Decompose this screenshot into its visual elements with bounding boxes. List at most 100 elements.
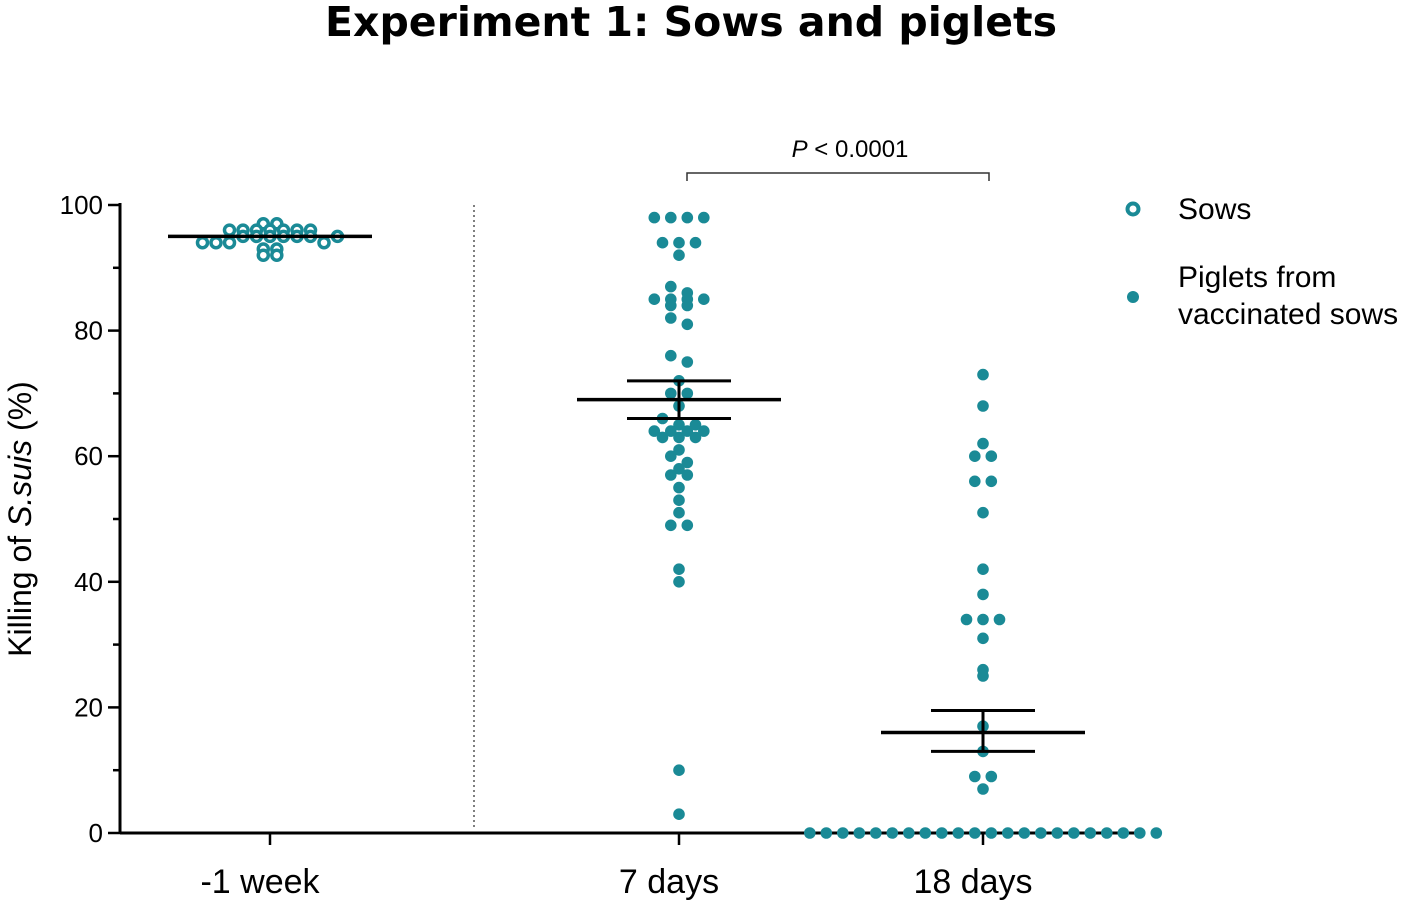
piglet-point [1002,827,1014,839]
sow-point [209,235,223,250]
legend-marker-piglets [1127,291,1139,303]
piglet-point [977,670,989,682]
piglet-point [656,431,669,444]
sow-point [222,223,237,237]
piglet-point [977,613,989,626]
piglet-point [665,387,677,400]
piglet-point [960,613,973,626]
piglet-point [673,444,685,456]
piglet-point [673,431,685,444]
piglet-point [673,463,685,475]
piglet-point [681,387,694,400]
piglet-point [689,236,702,249]
y-axis-label: Killing of S.suis (%) [2,381,38,657]
legend-label-piglets: Piglets from vaccinated sows [1178,261,1398,331]
y-tick-label: 0 [89,818,103,848]
significance-bracket: P < 0.0001 [686,136,990,181]
piglet-point [804,827,816,839]
piglet-point [673,563,685,575]
x-axis-ticks: -1 week 7 days 18 days [200,833,1033,901]
piglet-point [673,481,685,494]
piglet-point [977,632,989,645]
piglet-point [985,827,998,839]
piglet-point [681,456,694,469]
piglet-point [648,293,661,306]
piglet-point [689,419,702,431]
data-points [195,211,1163,839]
piglet-point [673,764,685,776]
y-tick-label: 80 [74,316,103,346]
piglet-point [673,494,685,507]
piglet-point [977,437,989,450]
piglet-point [689,431,702,444]
y-axis: 0 20 40 60 80 100 [60,190,122,848]
x-tick-label: -1 week [200,863,320,901]
piglet-point [681,211,694,224]
piglet-point [673,506,685,519]
piglet-point [681,318,694,331]
piglet-point [1035,827,1047,839]
sow-point [222,235,237,250]
piglet-point [665,425,677,437]
piglet-point [985,475,998,488]
piglet-point [665,469,677,481]
piglet-point [969,770,981,783]
piglet-point [681,425,694,437]
piglet-point [673,576,685,588]
piglet-point [969,827,981,839]
piglet-point [977,400,989,412]
piglet-point [919,827,932,839]
sow-point [256,248,271,262]
piglet-point [665,312,677,324]
piglet-point [698,425,710,437]
piglet-point [1134,827,1146,839]
piglet-point [977,368,989,381]
piglet-point [993,613,1006,626]
piglet-point [681,519,694,532]
piglet-point [977,506,989,519]
piglet-point [985,450,998,463]
y-tick-label: 60 [74,441,103,471]
y-tick-label: 100 [60,190,103,220]
piglet-point [673,236,685,249]
piglet-point [820,827,833,839]
significance-label: P < 0.0001 [792,136,909,163]
x-tick-label: 18 days [913,863,1032,901]
piglet-point [665,280,677,293]
piglet-point [985,770,998,783]
piglet-point [886,827,899,839]
chart-title: Experiment 1: Sows and piglets [325,0,1057,46]
piglet-point [673,808,685,820]
error-bars [168,234,1085,753]
piglet-point [698,211,710,224]
piglet-point [673,419,685,431]
legend: Sows Piglets from vaccinated sows [1125,193,1398,331]
x-tick-label: 7 days [619,863,719,901]
piglet-point [837,827,849,839]
piglet-point [853,827,866,839]
piglet-point [936,827,948,839]
piglet-point [977,563,989,575]
piglet-point [665,299,677,312]
piglet-point [648,211,661,224]
piglet-point [665,519,677,532]
piglet-point [969,475,981,488]
sow-point [270,248,284,262]
piglet-point [870,827,882,839]
piglet-point [665,211,677,224]
piglet-point [1101,827,1113,839]
piglet-point [903,827,915,839]
piglet-point [1084,827,1097,839]
piglet-point [1051,827,1064,839]
piglet-point [665,349,677,362]
sow-point [195,235,210,250]
piglet-point [656,236,669,249]
piglet-point [969,450,981,463]
legend-marker-sows [1125,201,1141,217]
piglet-point [952,827,965,839]
piglet-point [681,469,694,481]
piglet-point [665,450,677,463]
piglet-point [977,783,989,795]
piglet-point [648,425,661,437]
